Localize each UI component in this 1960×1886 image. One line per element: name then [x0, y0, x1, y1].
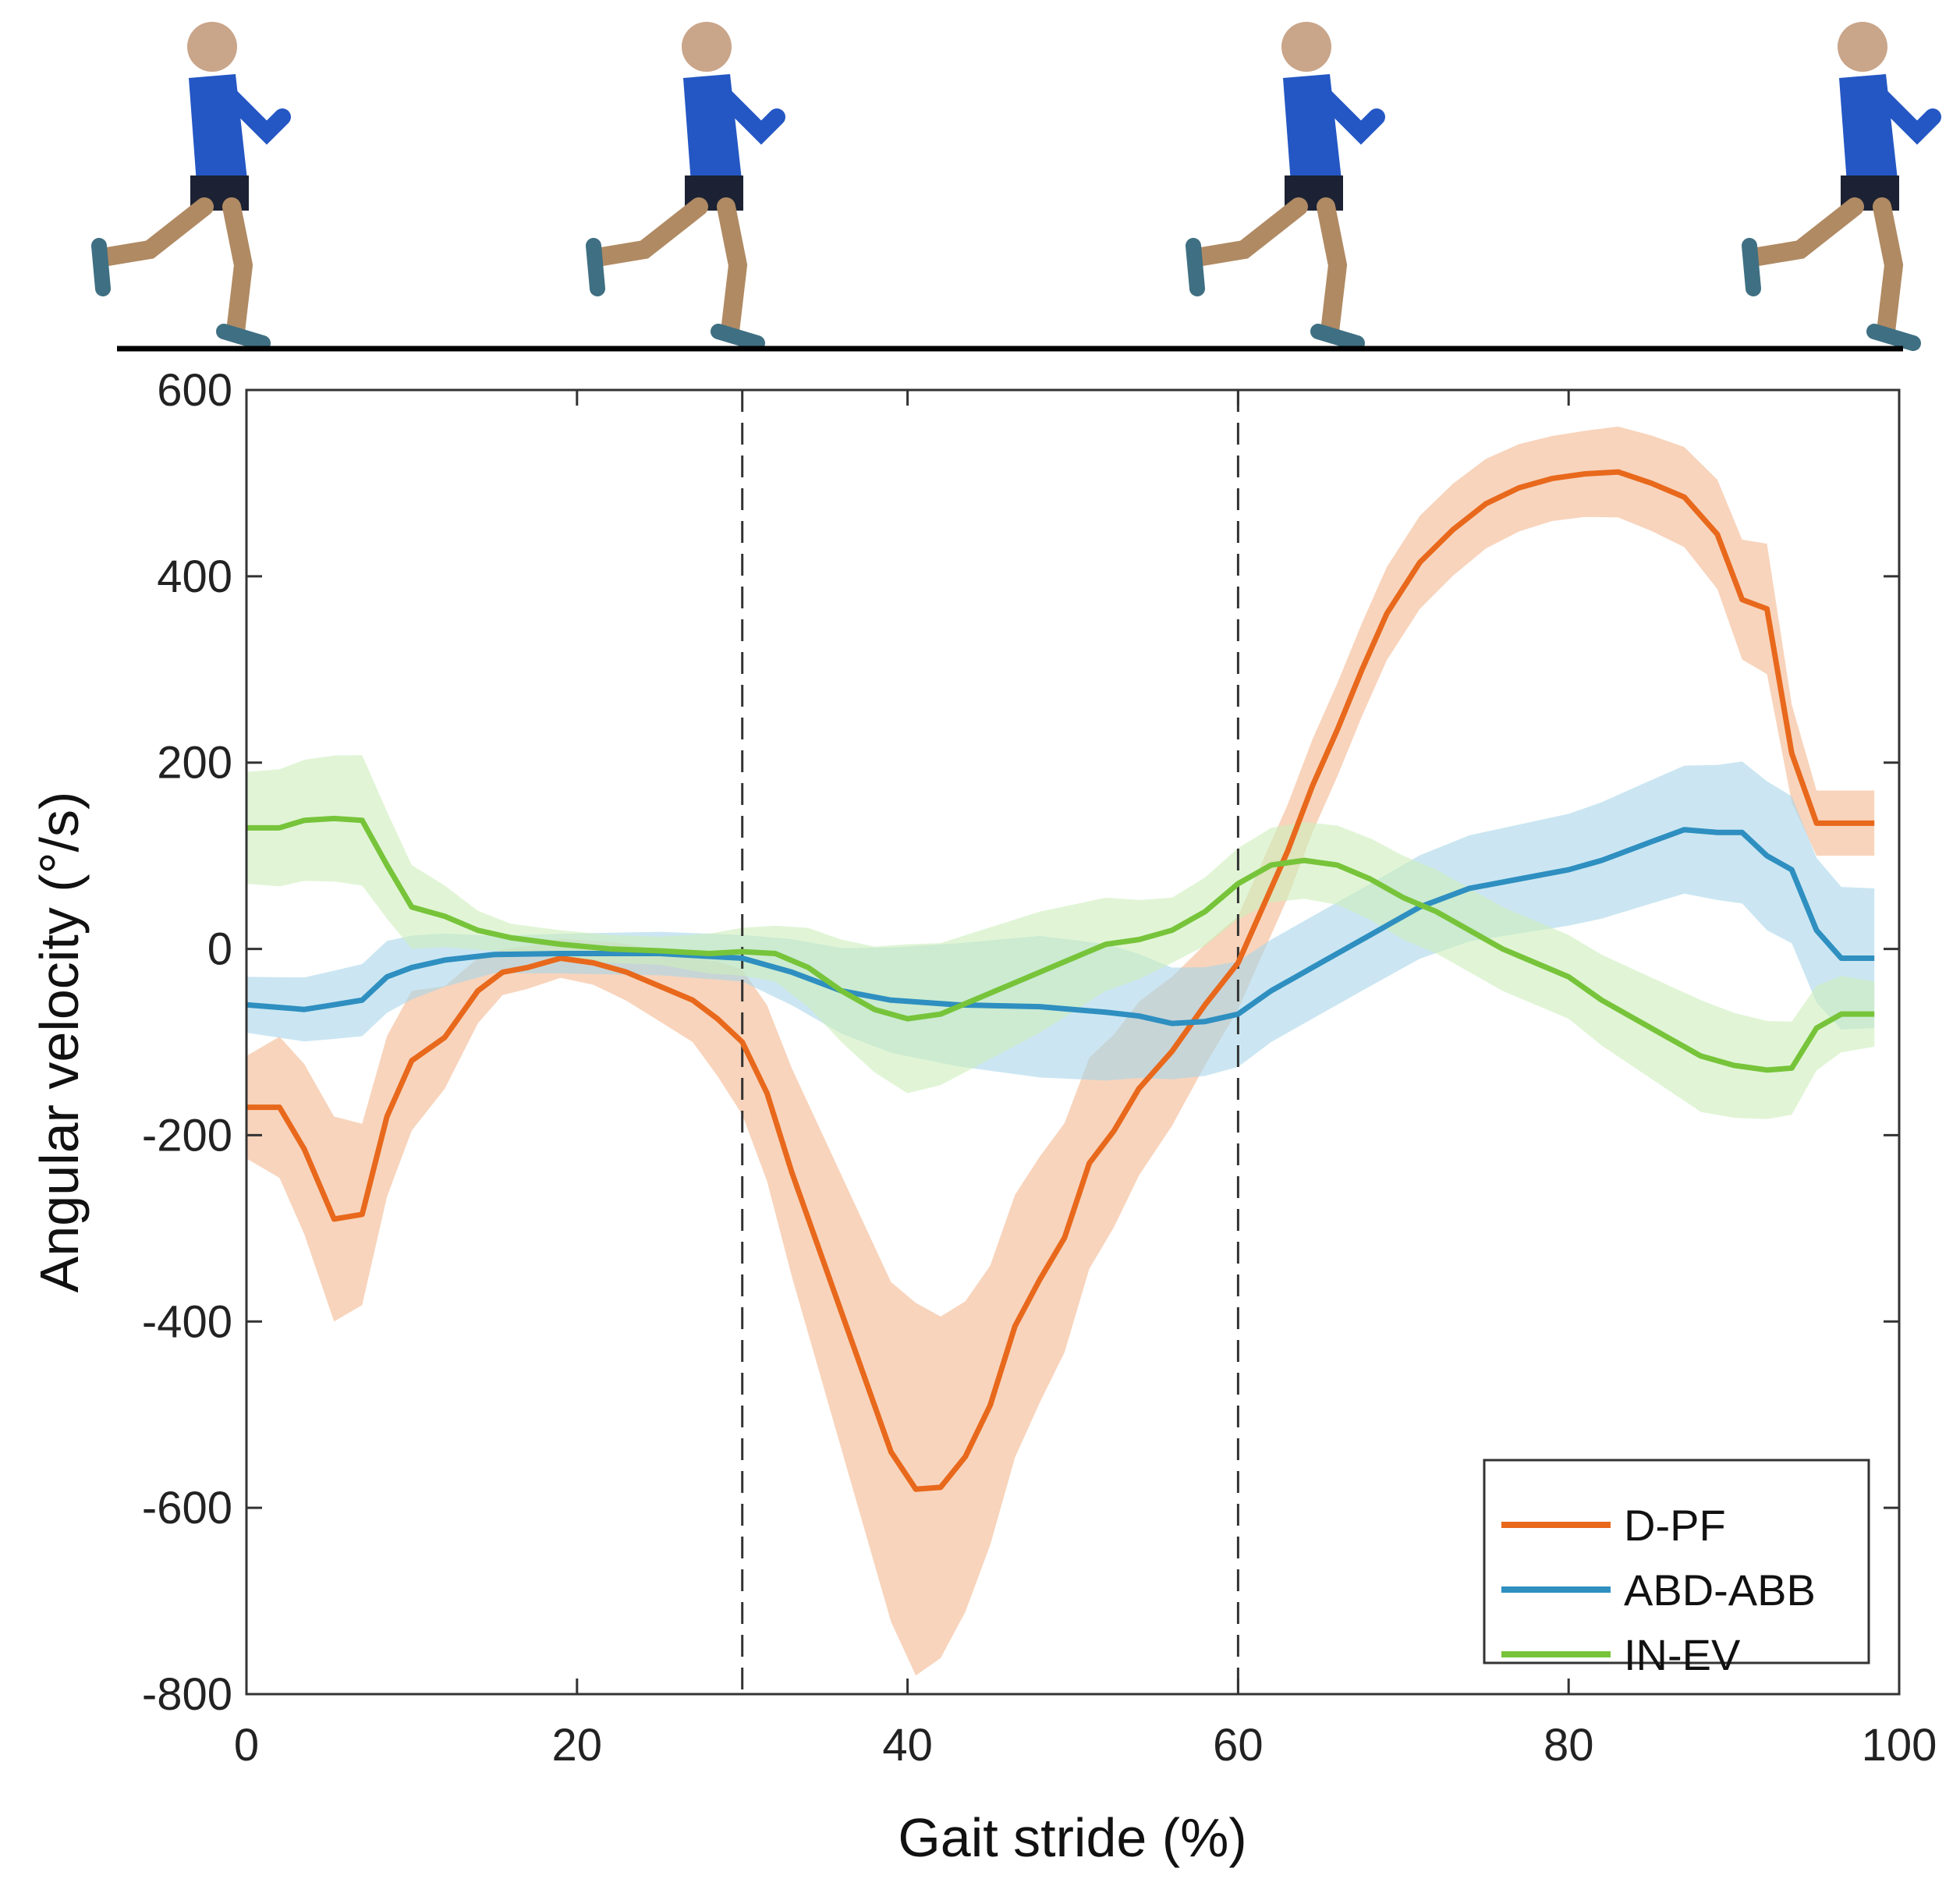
y-tick-label: 600 — [157, 365, 232, 416]
phase-dividers — [741, 390, 1239, 1694]
band-d-pf — [246, 426, 1875, 1676]
x-tick-label: 60 — [1213, 1720, 1264, 1771]
legend-label: IN-EV — [1624, 1630, 1741, 1679]
band-abd-abb — [246, 761, 1875, 1081]
y-tick-label: 400 — [157, 551, 232, 602]
series-lines — [246, 469, 1875, 1492]
line-d-pf — [246, 469, 1875, 1492]
legend-label: D-PF — [1624, 1501, 1726, 1550]
line-in-ev — [246, 815, 1875, 1073]
x-tick-label: 20 — [552, 1720, 603, 1771]
runner-figure — [586, 22, 785, 351]
axis-ticks: 0 20 40 60 80 100 600 400 200 0 -200 -400 -600 -800 — [142, 365, 1937, 1771]
y-tick-label: -600 — [142, 1483, 232, 1533]
y-tick-label: -400 — [142, 1296, 232, 1347]
y-tick-label: 0 — [207, 924, 232, 975]
band-in-ev — [246, 755, 1875, 1119]
std-bands — [246, 426, 1875, 1676]
x-tick-label: 80 — [1544, 1720, 1594, 1771]
runner-figure — [1742, 22, 1941, 351]
runner-figure — [1186, 22, 1385, 351]
y-tick-label: 200 — [157, 738, 232, 789]
x-axis-label: Gait stride (%) — [898, 1807, 1246, 1868]
legend-label: ABD-ABB — [1624, 1565, 1816, 1615]
x-tick-label: 40 — [882, 1720, 933, 1771]
legend-box — [1483, 1459, 1870, 1664]
runner-illustrations — [91, 22, 1941, 351]
legend: D-PF ABD-ABB IN-EV — [1483, 1459, 1870, 1679]
x-tick-label: 0 — [234, 1720, 259, 1771]
x-tick-label: 100 — [1862, 1720, 1937, 1771]
plot-frame — [245, 388, 1901, 1696]
runner-figure — [91, 22, 291, 351]
y-axis-label: Angular velocity (°/s) — [29, 792, 90, 1293]
line-abd-abb — [246, 827, 1875, 1026]
y-tick-label: -800 — [142, 1669, 232, 1720]
y-tick-label: -200 — [142, 1110, 232, 1161]
